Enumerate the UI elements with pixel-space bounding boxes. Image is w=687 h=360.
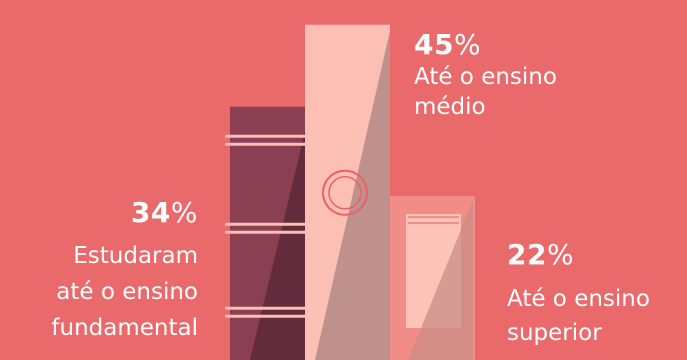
bar-fundamental-band-5 — [225, 314, 310, 318]
bar-fundamental-shade — [250, 131, 305, 360]
bar-fundamental-band-1 — [225, 142, 310, 146]
bar-superior-panel-line-1 — [408, 222, 459, 225]
category-label-fundamental-line1: Estudaram — [73, 242, 198, 269]
bar-superior-panel-line-0 — [408, 216, 459, 219]
bar-medio-emblem-inner — [328, 176, 362, 210]
category-label-medio-line2: médio — [414, 93, 486, 120]
category-label-superior-line2: superior — [507, 319, 602, 346]
bar-superior-shade — [408, 200, 473, 360]
label-superior: 22% Até o ensino superior — [507, 238, 650, 350]
value-label-fundamental: 34% — [130, 196, 198, 229]
bar-fundamental-band-2 — [225, 222, 310, 226]
category-label-fundamental-line3: fundamental — [51, 314, 198, 341]
category-label-fundamental-line2: até o ensino — [56, 278, 198, 305]
bar-medio-emblem-outer — [322, 169, 368, 216]
label-fundamental: 34% Estudaram até o ensino fundamental — [51, 196, 198, 346]
bar-fundamental-band-3 — [225, 230, 310, 234]
label-medio: 45% Até o ensino médio — [414, 28, 557, 122]
bar-fundamental-band-4 — [225, 306, 310, 310]
value-label-medio: 45% — [414, 28, 482, 61]
value-label-superior: 22% — [507, 238, 575, 271]
bar-fundamental-band-0 — [225, 134, 310, 138]
category-label-superior-line1: Até o ensino — [507, 285, 650, 312]
bar-medio-shade — [315, 30, 390, 360]
category-label-medio-line1: Até o ensino — [414, 63, 557, 90]
